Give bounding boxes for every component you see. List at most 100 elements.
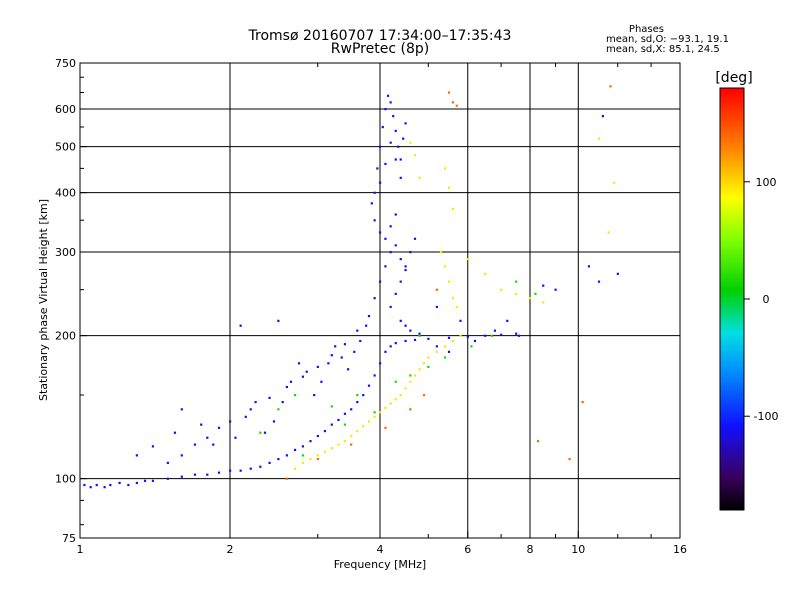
x-tick-label: 4 [377,543,384,556]
scatter-point [484,272,487,275]
scatter-point [609,85,612,88]
scatter-point [103,486,106,489]
scatter-point [337,418,340,422]
scatter-point [356,401,359,404]
y-tick-label: 200 [55,330,76,343]
scatter-point [409,329,412,332]
scatter-point [443,265,447,268]
scatter-point [404,122,407,125]
scatter-point [616,272,619,275]
scatter-point [597,137,601,140]
scatter-point [346,368,350,371]
scatter-point [254,401,257,404]
scatter-point [277,319,280,322]
scatter-point [166,461,169,464]
scatter-point [435,288,438,291]
scatter-point [409,374,412,377]
scatter-point [343,343,347,346]
scatter-point [506,319,509,322]
scatter-point [427,365,430,368]
scatter-point [443,345,447,348]
chart-title: Tromsø 20160707 17:34:00–17:35:43 [248,28,512,44]
scatter-point [353,350,356,353]
scatter-point [234,436,237,439]
scatter-point [409,408,412,411]
scatter-point [259,431,262,434]
scatter-point [500,333,503,336]
scatter-point [399,158,402,161]
scatter-point [95,483,98,487]
colorbar-tick-label: 100 [756,176,777,189]
scatter-point [542,284,545,287]
scatter-point [217,471,221,474]
scatter-point [316,457,319,461]
scatter-point [200,423,203,426]
scatter-point [285,477,288,480]
scatter-point [277,457,280,461]
scatter-point [281,401,284,404]
scatter-point [362,425,365,428]
scatter-point [330,447,333,450]
x-tick-label: 10 [571,543,585,556]
scatter-point [493,329,497,332]
y-axis: 75 100 200 300 400 500 600 750 [55,57,87,545]
scatter-point [206,473,209,476]
scatter-point [418,176,421,179]
scatter-point [418,334,421,337]
scatter-point [409,380,412,383]
scatter-point [206,436,209,439]
x-tick-label: 16 [673,543,687,556]
scatter-point [389,141,392,144]
scatter-point [263,431,267,434]
scatter-point [402,137,405,140]
y-tick-label: 100 [55,473,76,486]
scatter-point [373,219,376,222]
scatter-point [601,115,605,118]
scatter-point [320,380,323,383]
colorbar-label: [deg] [715,70,752,86]
scatter-point [379,181,382,184]
scatter-point [297,362,301,365]
scatter-point [515,292,518,296]
scatter-point [350,408,353,411]
scatter-point [180,475,183,478]
scatter-point [443,356,447,359]
scatter-point [356,329,359,332]
scatter-point [515,332,518,335]
scatter-point [309,440,312,443]
scatter-point [285,454,288,457]
scatter-point [451,101,455,104]
grid [80,63,680,538]
scatter-point [394,129,397,132]
scatter-point [109,483,112,487]
scatter-point [151,445,155,448]
scatter-point [427,337,430,340]
scatter-point [384,108,387,111]
scatter-point [340,356,343,359]
scatter-point [394,158,397,161]
stats-heading: Phases [629,24,664,35]
scatter-point [337,443,340,446]
scatter-point [466,335,469,338]
scatter-point [389,402,392,405]
scatter-point [451,207,455,210]
scatter-point [350,443,353,446]
scatter-point [293,448,297,452]
scatter-point [259,465,262,468]
scatter-point [409,251,412,254]
y-tick-label: 500 [55,141,76,154]
y-tick-label: 75 [62,532,76,545]
scatter-point [350,434,353,438]
chart-subtitle: RwPretec (8p) [331,41,429,57]
scatter-point [367,384,371,387]
scatter-point [500,288,503,291]
scatter-point [447,91,451,94]
scatter-point [413,154,417,157]
scatter-point [394,342,397,345]
scatter-point [212,443,215,446]
scatter-point [239,469,242,472]
scatter-point [301,445,305,448]
scatter-point [455,305,458,309]
scatter-point [229,469,232,472]
scatter-point [384,162,387,166]
